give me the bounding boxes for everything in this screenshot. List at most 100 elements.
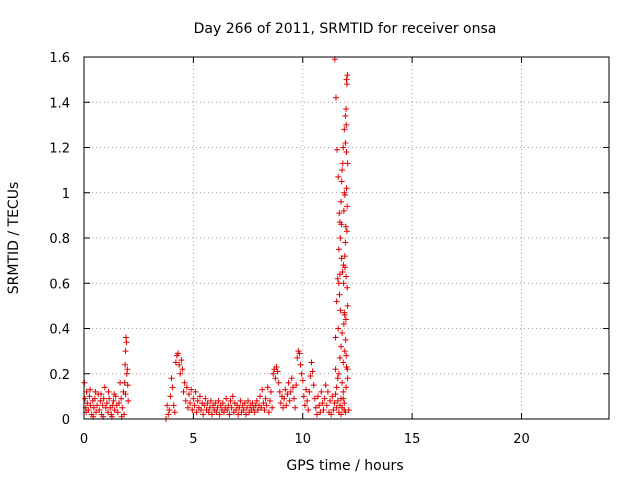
data-point — [335, 246, 342, 253]
data-point — [286, 397, 293, 404]
data-point — [345, 406, 352, 413]
data-point — [343, 352, 350, 359]
data-point — [338, 255, 345, 262]
data-point — [253, 397, 260, 404]
data-point — [329, 393, 336, 400]
data-point — [343, 228, 350, 235]
data-point — [321, 395, 328, 402]
data-point — [171, 409, 178, 416]
data-point — [336, 291, 343, 298]
data-point — [337, 235, 344, 241]
data-point — [245, 397, 252, 404]
data-point — [297, 361, 304, 368]
data-point — [298, 370, 305, 377]
data-point — [338, 198, 345, 205]
data-point — [106, 395, 113, 402]
data-point — [300, 393, 307, 400]
data-point — [92, 388, 99, 395]
data-series-srmtid — [81, 56, 352, 422]
data-point — [319, 400, 326, 407]
data-point — [221, 409, 227, 416]
data-point — [330, 406, 337, 413]
data-point — [315, 393, 322, 400]
data-point — [296, 350, 303, 357]
data-point — [224, 406, 231, 413]
data-point — [334, 397, 341, 404]
data-point — [215, 397, 222, 404]
data-point — [334, 275, 341, 282]
data-point — [254, 406, 261, 413]
data-point — [344, 284, 351, 291]
data-point — [103, 400, 110, 407]
data-point — [176, 361, 183, 368]
data-point — [264, 384, 271, 391]
data-point — [191, 402, 198, 409]
data-point — [124, 382, 131, 389]
data-point — [82, 395, 89, 402]
data-point — [276, 388, 283, 395]
data-point — [269, 404, 276, 411]
data-point — [273, 363, 280, 370]
data-point — [338, 395, 345, 402]
data-point — [200, 411, 207, 418]
data-point — [343, 384, 350, 391]
x-tick-label: 15 — [404, 432, 421, 447]
data-point — [340, 144, 347, 151]
data-point — [111, 406, 118, 413]
data-point — [287, 388, 294, 395]
data-point — [111, 391, 118, 398]
data-point — [335, 325, 342, 332]
data-point — [340, 320, 347, 327]
data-point — [342, 223, 349, 230]
data-point — [307, 373, 314, 380]
y-tick-label: 1.6 — [49, 51, 70, 66]
data-point — [225, 402, 232, 409]
data-point — [105, 388, 112, 395]
data-point — [165, 411, 172, 418]
data-point — [312, 404, 319, 411]
data-point — [194, 397, 201, 404]
data-point — [340, 207, 347, 214]
data-point — [339, 330, 346, 337]
data-point — [91, 395, 98, 402]
data-point — [277, 400, 284, 407]
data-point — [281, 395, 288, 402]
data-point — [328, 411, 335, 418]
data-point — [262, 395, 269, 402]
data-point — [282, 386, 289, 393]
data-point — [227, 397, 234, 404]
data-point — [342, 409, 349, 416]
data-point — [338, 343, 345, 350]
data-point — [283, 402, 290, 409]
chart-title: Day 266 of 2011, SRMTID for receiver ons… — [194, 21, 497, 37]
data-point — [263, 402, 270, 409]
data-point — [229, 393, 236, 400]
data-point — [261, 406, 268, 413]
data-point — [268, 388, 275, 395]
y-axis-title: SRMTID / TECUs — [6, 182, 22, 295]
data-point — [340, 359, 347, 366]
data-point — [223, 395, 230, 402]
data-point — [118, 395, 125, 402]
data-point — [289, 384, 296, 391]
data-point — [182, 397, 189, 404]
data-point — [336, 210, 343, 217]
data-point — [343, 149, 350, 156]
data-point — [299, 377, 306, 384]
data-point — [167, 393, 174, 400]
data-point — [341, 348, 348, 355]
data-point — [306, 388, 313, 395]
data-point — [93, 409, 100, 416]
data-point — [342, 336, 349, 343]
data-point — [259, 386, 266, 393]
data-point — [341, 253, 348, 260]
data-point — [334, 375, 341, 382]
data-point — [313, 411, 320, 418]
data-point — [90, 404, 97, 411]
data-point — [322, 382, 329, 389]
data-point — [280, 404, 287, 411]
data-point — [293, 382, 300, 389]
y-tick-label: 0 — [62, 413, 70, 428]
data-point — [233, 406, 240, 413]
